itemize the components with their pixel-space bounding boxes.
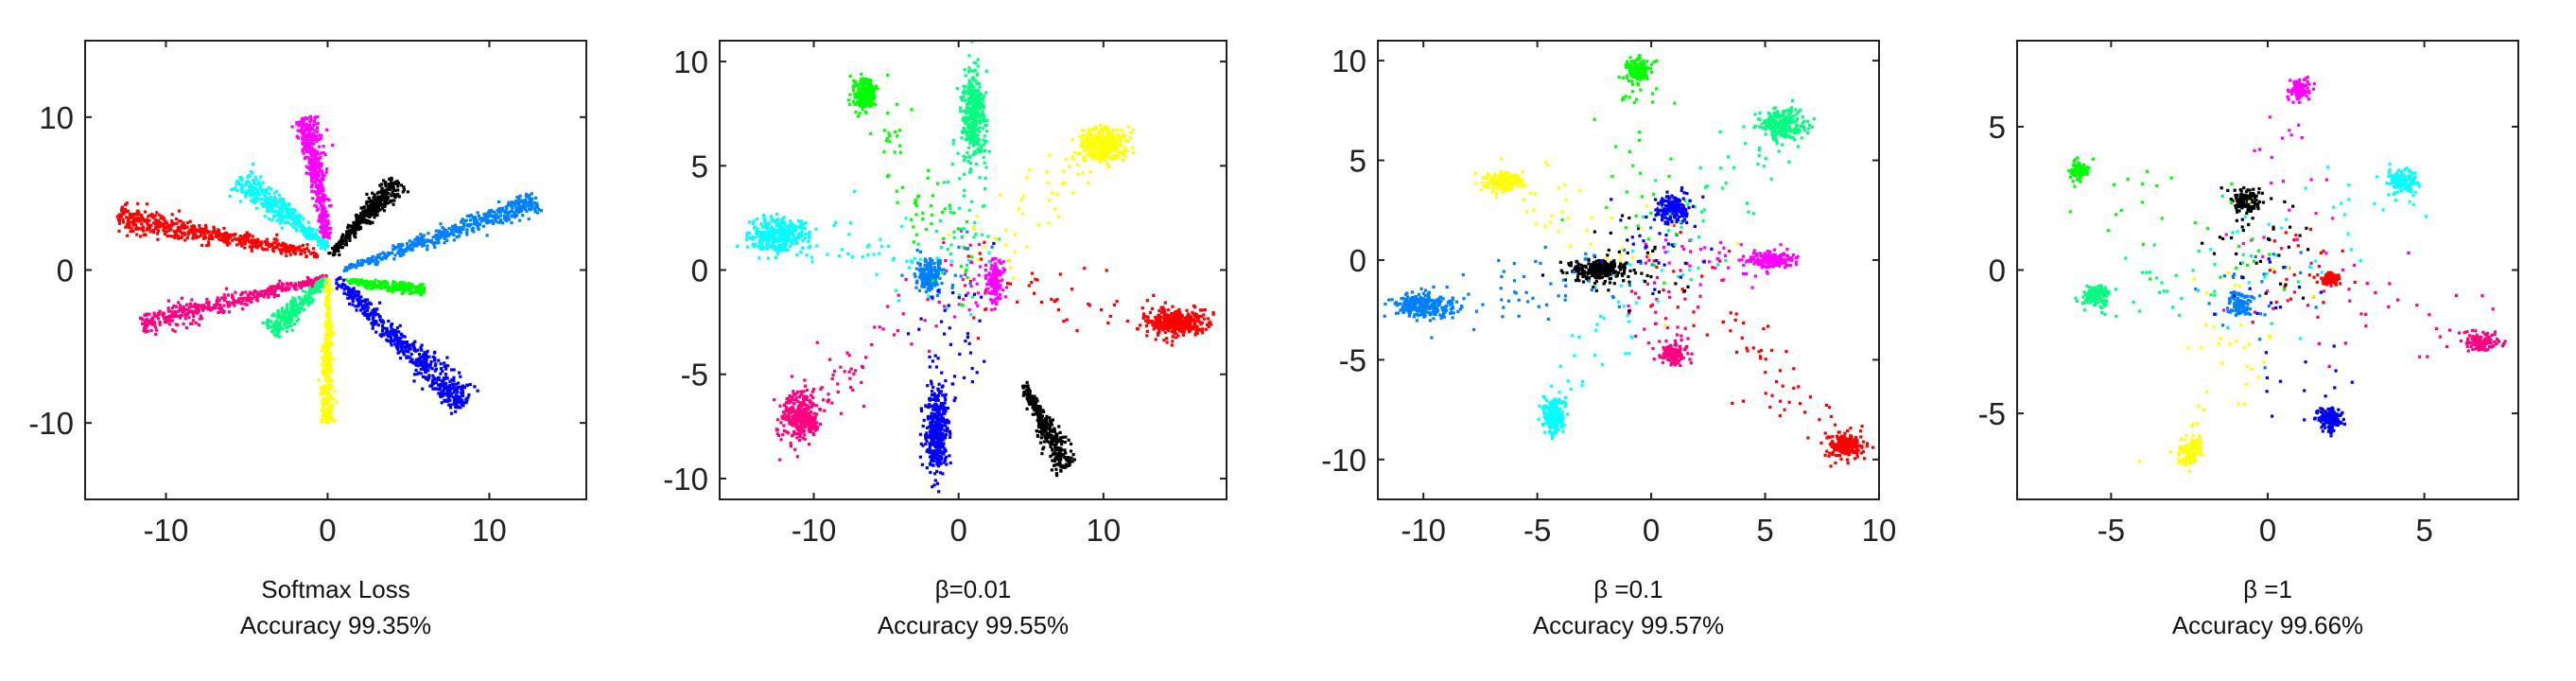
- series-c8-points: [344, 278, 426, 297]
- scatter-plot-softmax: -10 0 10 -10 0 10: [28, 40, 587, 548]
- series-c1-points: [773, 240, 972, 462]
- x-tick-label: 0: [2259, 513, 2276, 548]
- series-c8-points: [846, 72, 974, 307]
- y-tick-label: -10: [663, 462, 708, 497]
- series-c6-points: [2074, 194, 2300, 329]
- series-c5-points: [1383, 226, 1654, 340]
- series-c8-points: [2067, 156, 2286, 291]
- caption-accuracy: Accuracy 99.66%: [2171, 611, 2364, 639]
- x-tick-label: 10: [472, 513, 507, 548]
- series-c4-points: [1021, 380, 1076, 478]
- series-c5-points: [2194, 251, 2318, 370]
- series-c9-points: [2137, 200, 2315, 474]
- series-c5-points: [342, 192, 543, 272]
- panel-softmax: -10 0 10 -10 0 10 Softmax Loss Accuracy 99.35…: [0, 0, 644, 681]
- series-c7-points: [906, 241, 996, 494]
- panel-beta-0-1: -10 -5 0 5 10 -10 -5 0 5 10 β =0.1 Accuracy 99.57…: [1288, 0, 1932, 681]
- x-tick-label: 0: [950, 513, 967, 548]
- x-tick-label: 0: [1643, 513, 1660, 548]
- y-tick-label: 10: [673, 44, 708, 79]
- series-c1-points: [138, 273, 328, 336]
- x-tick-label: -5: [1523, 513, 1551, 548]
- x-tick-label: -10: [144, 513, 189, 548]
- caption-method: Softmax Loss: [261, 575, 410, 603]
- series-c3-points: [290, 114, 335, 240]
- x-tick-label: 10: [1862, 513, 1897, 548]
- series-c0-points: [966, 240, 1215, 347]
- caption-beta-1: β =1 Accuracy 99.66%: [2017, 571, 2518, 643]
- caption-method: β =0.1: [1593, 575, 1663, 603]
- panel-beta-0-01: -10 0 10 -10 -5 0 5 10 β=0.01 Accuracy 99.55%: [644, 0, 1288, 681]
- series-c4-points: [2201, 186, 2310, 300]
- scatter-plot-beta-1: -5 0 5 -5 0 5: [1978, 40, 2519, 548]
- scatter-plot-beta-0-01: -10 0 10 -10 -5 0 5 10: [663, 40, 1227, 548]
- series-c4-points: [1540, 214, 1690, 313]
- y-tick-label: 5: [691, 148, 708, 183]
- plot-frame: [84, 40, 587, 500]
- series-c3-points: [2221, 76, 2356, 312]
- series-c9-points: [317, 278, 339, 425]
- y-tick-label: 5: [1989, 110, 2006, 145]
- y-tick-label: 0: [57, 253, 74, 288]
- x-tick-label: -5: [2097, 513, 2125, 548]
- series-c6-points: [916, 41, 1001, 299]
- y-tick-label: -5: [1339, 342, 1366, 377]
- y-tick-label: 10: [1332, 44, 1366, 79]
- series-c0-points: [2251, 227, 2357, 324]
- x-tick-label: 5: [1756, 513, 1773, 548]
- series-c2-points: [735, 189, 991, 317]
- caption-beta-0-1: β =0.1 Accuracy 99.57%: [1378, 571, 1879, 643]
- y-tick-label: -10: [1321, 443, 1366, 478]
- caption-accuracy: Accuracy 99.55%: [877, 611, 1070, 639]
- series-c6-points: [1642, 98, 1816, 282]
- series-c2-points: [1537, 249, 1692, 441]
- panel-beta-1: -5 0 5 -5 0 5 β =1 Accuracy 99.66%: [1932, 0, 2576, 681]
- series-c3-points: [945, 228, 1008, 319]
- y-tick-label: 0: [1349, 243, 1366, 278]
- series-c2-points: [2209, 162, 2428, 340]
- x-tick-label: 5: [2415, 513, 2432, 548]
- caption-softmax: Softmax Loss Accuracy 99.35%: [85, 571, 586, 643]
- caption-accuracy: Accuracy 99.57%: [1532, 611, 1725, 639]
- x-tick-label: 0: [319, 513, 336, 548]
- series-c2-points: [228, 163, 330, 251]
- plot-frame: [1377, 40, 1880, 500]
- series-c9-points: [1473, 157, 1739, 327]
- caption-method: β=0.01: [934, 575, 1012, 603]
- y-tick-label: -10: [28, 406, 74, 441]
- series-c9-points: [948, 123, 1136, 280]
- plot-frame: [2016, 40, 2519, 500]
- series-c4-points: [327, 176, 409, 257]
- series-c5-points: [900, 230, 994, 301]
- x-tick-label: -10: [792, 513, 837, 548]
- y-tick-label: 5: [1349, 144, 1366, 179]
- series-c1-points: [2232, 247, 2507, 368]
- scatter-plot-beta-0-1: -10 -5 0 5 10 -10 -5 0 5 10: [1321, 40, 1897, 548]
- series-c6-points: [261, 276, 330, 339]
- series-c8-points: [1560, 54, 1679, 285]
- y-tick-label: -5: [1978, 396, 2006, 431]
- caption-method: β =1: [2243, 575, 2292, 603]
- series-c3-points: [1627, 223, 1800, 308]
- y-tick-label: 10: [39, 100, 74, 135]
- caption-accuracy: Accuracy 99.35%: [239, 611, 432, 639]
- caption-beta-0-01: β=0.01 Accuracy 99.55%: [720, 571, 1227, 643]
- series-c7-points: [1600, 186, 1714, 296]
- y-tick-label: 0: [691, 253, 708, 288]
- x-tick-label: 10: [1086, 513, 1121, 548]
- series-c0-points: [115, 201, 320, 259]
- x-tick-label: -10: [1401, 513, 1446, 548]
- y-tick-label: -5: [681, 358, 708, 393]
- series-c7-points: [335, 275, 479, 415]
- y-tick-label: 0: [1989, 253, 2006, 288]
